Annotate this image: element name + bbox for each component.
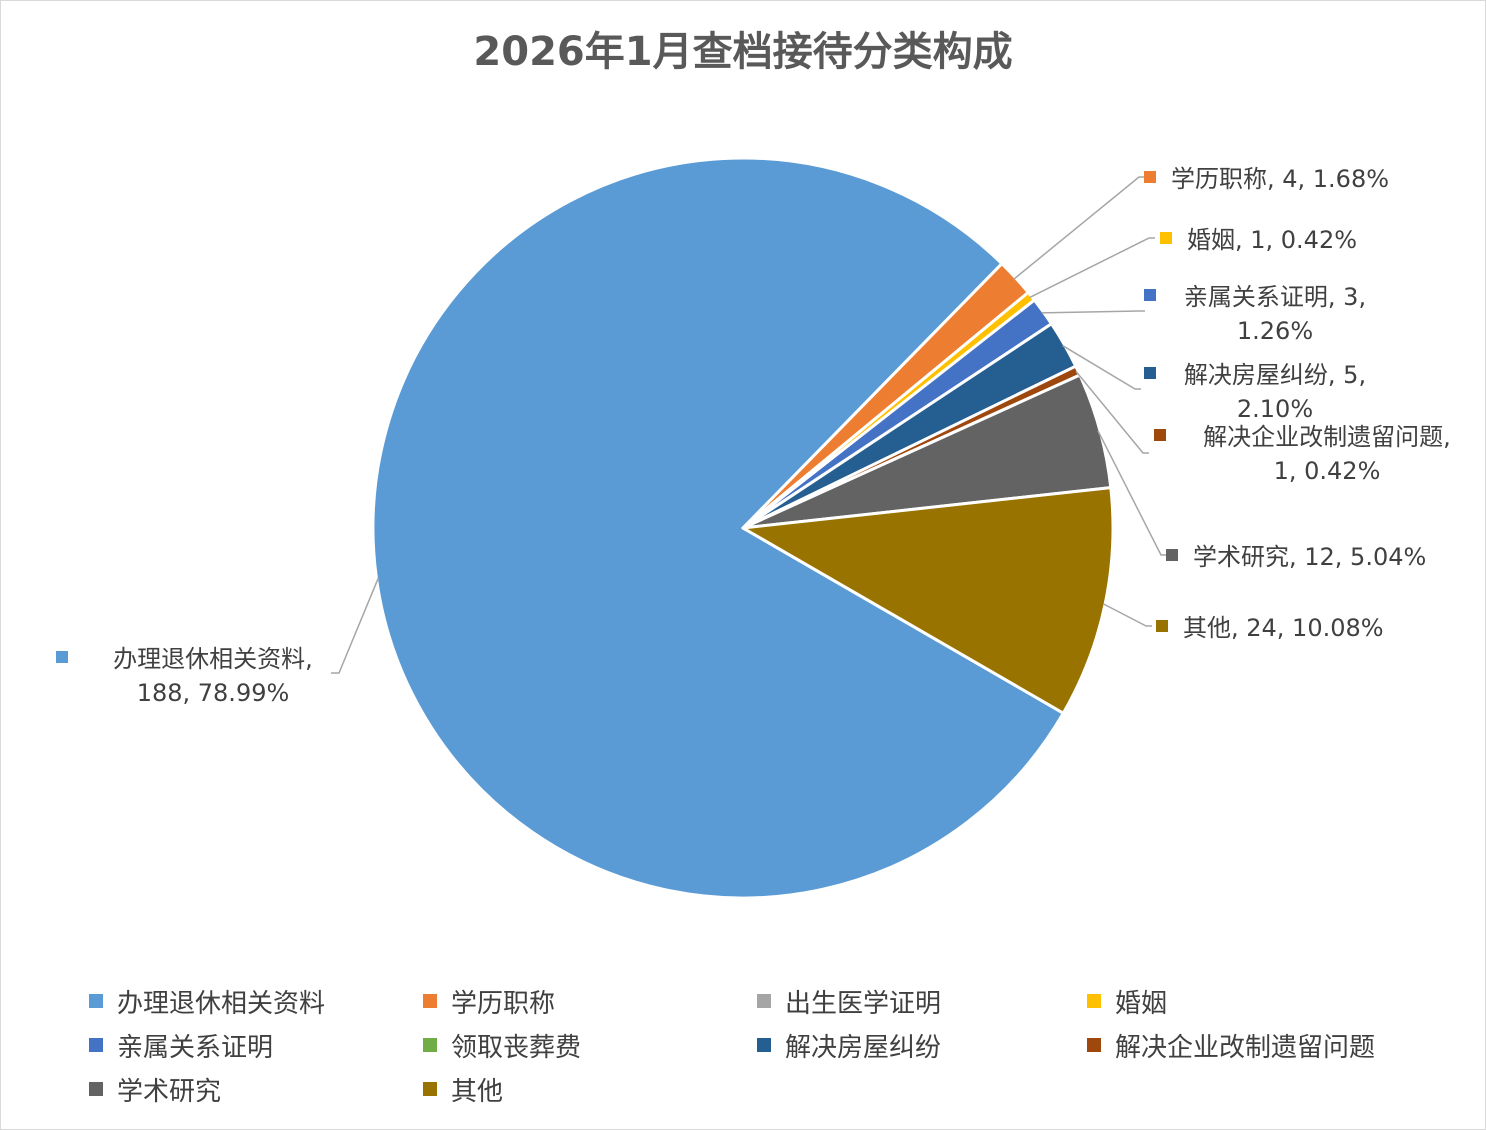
legend-swatch <box>89 994 103 1008</box>
data-label: 1.26% <box>1237 317 1313 345</box>
data-label: 婚姻, 1, 0.42% <box>1187 226 1357 254</box>
chart-title: 2026年1月查档接待分类构成 <box>473 29 1013 75</box>
data-label: 解决房屋纠纷, 5, <box>1184 361 1366 389</box>
legend-label: 解决房屋纠纷 <box>785 1032 942 1063</box>
data-label: 学术研究, 12, 5.04% <box>1193 543 1426 571</box>
legend-label: 学术研究 <box>117 1076 222 1107</box>
legend-item: 其他 <box>423 1069 503 1109</box>
legend-swatch <box>423 994 437 1008</box>
data-label: 亲属关系证明, 3, <box>1184 283 1366 311</box>
legend-swatch <box>423 1038 437 1052</box>
leader-line <box>1041 310 1145 314</box>
data-label-marker <box>1166 549 1178 561</box>
data-label: 2.10% <box>1237 395 1313 423</box>
legend-swatch <box>423 1082 437 1096</box>
leader-line <box>331 577 380 674</box>
leader-line <box>1013 176 1145 280</box>
legend-item: 领取丧葬费 <box>423 1025 581 1065</box>
data-label: 其他, 24, 10.08% <box>1183 614 1384 642</box>
data-label: 办理退休相关资料, <box>113 645 313 673</box>
pie-slice <box>371 156 1065 900</box>
data-label-marker <box>56 651 68 663</box>
legend-item: 亲属关系证明 <box>89 1025 273 1065</box>
data-label: 188, 78.99% <box>137 679 290 707</box>
legend-swatch <box>1087 994 1101 1008</box>
leader-line <box>1102 603 1152 627</box>
legend-label: 解决企业改制遗留问题 <box>1115 1032 1376 1063</box>
legend-label: 婚姻 <box>1115 988 1168 1019</box>
data-label-marker <box>1156 620 1168 632</box>
leader-line <box>1097 430 1167 556</box>
leader-line <box>1029 237 1155 299</box>
data-label: 解决企业改制遗留问题, <box>1203 423 1451 451</box>
data-label-marker <box>1144 171 1156 183</box>
data-label-marker <box>1144 367 1156 379</box>
leader-line <box>1075 370 1149 454</box>
legend-item: 解决房屋纠纷 <box>757 1025 941 1065</box>
legend-label: 亲属关系证明 <box>117 1032 274 1063</box>
legend-label: 领取丧葬费 <box>451 1032 582 1063</box>
legend-swatch <box>89 1038 103 1052</box>
legend-label: 学历职称 <box>451 988 556 1019</box>
legend-item: 办理退休相关资料 <box>89 981 325 1021</box>
legend-item: 学术研究 <box>89 1069 221 1109</box>
data-label-marker <box>1144 289 1156 301</box>
data-label: 1, 0.42% <box>1274 457 1381 485</box>
legend-swatch <box>757 994 771 1008</box>
data-label: 学历职称, 4, 1.68% <box>1171 165 1389 193</box>
data-label-marker <box>1160 232 1172 244</box>
legend-swatch <box>1087 1038 1101 1052</box>
legend-label: 出生医学证明 <box>785 988 942 1019</box>
legend-swatch <box>89 1082 103 1096</box>
leader-line <box>1062 344 1141 390</box>
legend-label: 办理退休相关资料 <box>117 988 326 1019</box>
legend-swatch <box>757 1038 771 1052</box>
legend-item: 学历职称 <box>423 981 555 1021</box>
legend-label: 其他 <box>451 1076 504 1107</box>
legend-item: 婚姻 <box>1087 981 1167 1021</box>
legend-item: 解决企业改制遗留问题 <box>1087 1025 1375 1065</box>
data-label-marker <box>1154 429 1166 441</box>
legend-item: 出生医学证明 <box>757 981 941 1021</box>
